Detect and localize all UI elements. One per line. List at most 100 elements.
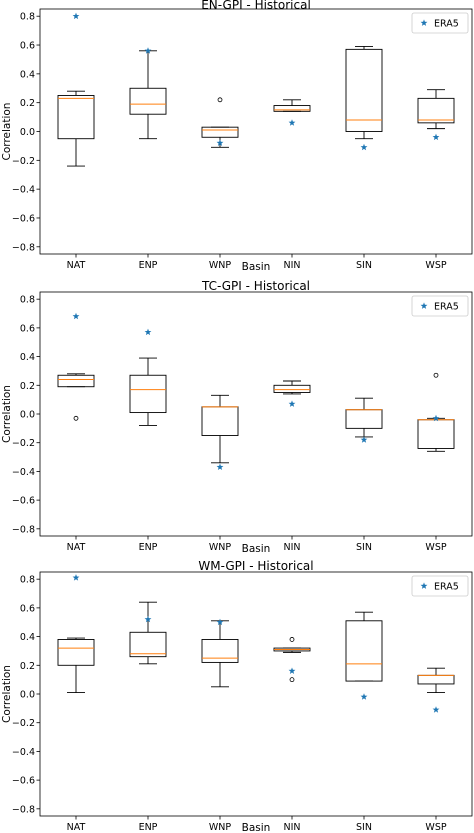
era5-marker — [144, 328, 152, 336]
y-tick-label: 0.8 — [20, 575, 35, 586]
y-tick-label: 0.4 — [20, 69, 35, 80]
iqr-box — [57, 639, 95, 666]
y-tick-label: −0.8 — [12, 242, 35, 253]
x-tick-label: NIN — [283, 260, 300, 271]
legend-label: ERA5 — [434, 582, 459, 593]
box-NAT — [57, 90, 95, 167]
chart-title: TC-GPI - Historical — [201, 279, 310, 293]
iqr-box — [129, 631, 167, 658]
y-tick-label: −0.8 — [12, 524, 35, 535]
legend: ERA5 — [411, 12, 469, 34]
box-SIN — [345, 611, 383, 682]
y-tick-label: 0.0 — [20, 127, 35, 138]
era5-marker — [216, 463, 224, 471]
iqr-box — [57, 95, 95, 140]
box-WNP — [201, 97, 239, 148]
box-WSP — [417, 667, 455, 694]
legend-era5-marker — [420, 19, 428, 26]
era5-marker — [72, 312, 80, 320]
y-tick-label: 0.2 — [20, 661, 35, 672]
iqr-box — [201, 639, 239, 663]
x-tick-label: SIN — [356, 822, 372, 833]
y-tick-label: 0.0 — [20, 410, 35, 421]
y-tick-label: 0.4 — [20, 632, 35, 643]
legend: ERA5 — [411, 575, 469, 597]
box-NAT — [57, 373, 95, 421]
iqr-box — [273, 105, 311, 112]
x-axis-label: Basin — [242, 543, 271, 555]
y-tick-label: 0.6 — [20, 603, 35, 614]
era5-marker — [144, 47, 152, 54]
x-tick-label: WNP — [209, 822, 231, 833]
outlier-point — [289, 677, 295, 683]
x-axis-label: Basin — [242, 822, 271, 833]
y-axis-label: Correlation — [1, 665, 13, 723]
era5-marker — [72, 12, 80, 20]
x-axis-label: Basin — [242, 261, 271, 273]
iqr-box — [345, 409, 383, 429]
legend-box — [411, 575, 469, 597]
box-SIN — [345, 397, 383, 438]
plot-frame — [39, 291, 473, 537]
plot-frame — [39, 8, 473, 255]
legend-label: ERA5 — [434, 302, 459, 313]
iqr-box — [129, 87, 167, 115]
era5-marker — [432, 133, 440, 141]
era5-marker — [216, 139, 224, 146]
outlier-point — [217, 97, 223, 103]
iqr-box — [273, 384, 311, 393]
iqr-box — [129, 374, 167, 414]
chart-panel-3: WM-GPI - Historical 0.8 0.6 0.4 0.2 0.0 −0.2 −0… — [1, 559, 473, 833]
era5-marker — [216, 618, 224, 626]
legend-box — [411, 12, 469, 34]
iqr-box — [57, 374, 95, 388]
box-NIN — [273, 380, 311, 395]
iqr-box — [201, 406, 239, 436]
x-tick-label: ENP — [139, 542, 158, 553]
outlier-point — [73, 415, 79, 421]
y-tick-label: −0.6 — [12, 496, 35, 507]
legend-era5-marker — [420, 302, 428, 309]
era5-marker — [288, 667, 296, 674]
era5-marker — [360, 436, 368, 443]
y-tick-label: −0.4 — [12, 467, 35, 478]
y-tick-label: −0.4 — [12, 185, 35, 196]
legend: ERA5 — [411, 295, 469, 317]
x-tick-label: NAT — [67, 822, 86, 833]
x-tick-label: WSP — [425, 260, 446, 271]
y-tick-label: 0.0 — [20, 690, 35, 701]
iqr-box — [345, 620, 383, 682]
x-tick-label: NAT — [67, 260, 86, 271]
era5-marker — [288, 119, 296, 126]
x-tick-label: WSP — [425, 822, 446, 833]
y-tick-label: 0.6 — [20, 41, 35, 52]
era5-marker — [144, 615, 152, 623]
outlier-point — [289, 637, 295, 642]
y-axis-label: Correlation — [1, 385, 13, 443]
box-NIN — [273, 99, 311, 112]
box-SIN — [345, 46, 383, 140]
iqr-box — [417, 419, 455, 449]
iqr-box — [417, 674, 455, 685]
x-tick-label: SIN — [356, 542, 372, 553]
era5-marker — [288, 400, 296, 407]
y-tick-label: 0.2 — [20, 381, 35, 392]
box-WNP — [201, 620, 239, 688]
iqr-box — [201, 126, 239, 138]
iqr-box — [345, 48, 383, 132]
y-tick-label: −0.4 — [12, 747, 35, 758]
box-ENP — [129, 50, 167, 140]
iqr-box — [417, 97, 455, 124]
era5-marker — [360, 143, 368, 151]
box-WSP — [417, 372, 455, 452]
legend-era5-marker — [420, 582, 428, 589]
y-tick-label: 0.4 — [20, 352, 35, 363]
era5-marker — [360, 693, 368, 700]
box-WNP — [201, 394, 239, 464]
x-tick-label: WNP — [209, 260, 231, 271]
x-tick-label: NIN — [283, 542, 300, 553]
y-tick-label: 0.6 — [20, 323, 35, 334]
plot-frame — [39, 571, 473, 817]
x-tick-label: ENP — [139, 260, 158, 271]
